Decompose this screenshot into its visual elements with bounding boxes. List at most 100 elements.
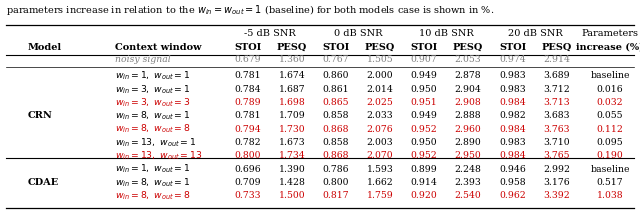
Text: 0.920: 0.920 <box>411 191 437 200</box>
Text: 0.958: 0.958 <box>500 178 526 187</box>
Text: $w_{in}=8,\ w_{out}=8$: $w_{in}=8,\ w_{out}=8$ <box>115 189 191 202</box>
Text: 2.025: 2.025 <box>367 98 394 107</box>
Text: 2.960: 2.960 <box>454 125 481 134</box>
Text: 1.360: 1.360 <box>278 55 305 64</box>
Text: 1.709: 1.709 <box>278 111 305 120</box>
Text: STOI: STOI <box>499 42 527 51</box>
Text: 0.962: 0.962 <box>500 191 526 200</box>
Text: 1.593: 1.593 <box>367 165 394 174</box>
Text: $w_{in}=8,\ w_{out}=1$: $w_{in}=8,\ w_{out}=1$ <box>115 110 191 122</box>
Text: $w_{in}=3,\ w_{out}=1$: $w_{in}=3,\ w_{out}=1$ <box>115 83 191 95</box>
Text: CDAE: CDAE <box>28 178 60 187</box>
Text: 0.858: 0.858 <box>323 138 349 147</box>
Text: 2.540: 2.540 <box>454 191 481 200</box>
Text: 2.393: 2.393 <box>454 178 481 187</box>
Text: $w_{in}=8,\ w_{out}=1$: $w_{in}=8,\ w_{out}=1$ <box>115 176 191 189</box>
Text: PESQ: PESQ <box>365 42 395 51</box>
Text: 0.781: 0.781 <box>235 111 261 120</box>
Text: 0.983: 0.983 <box>500 85 526 94</box>
Text: increase (%): increase (%) <box>576 42 640 51</box>
Text: 0.914: 0.914 <box>411 178 437 187</box>
Text: 0.984: 0.984 <box>500 151 526 160</box>
Text: 0.984: 0.984 <box>500 125 526 134</box>
Text: 0.949: 0.949 <box>411 111 437 120</box>
Text: 0.982: 0.982 <box>500 111 526 120</box>
Text: PESQ: PESQ <box>277 42 307 51</box>
Text: 1.662: 1.662 <box>367 178 394 187</box>
Text: 2.908: 2.908 <box>454 98 481 107</box>
Text: baseline: baseline <box>590 165 630 174</box>
Text: 2.904: 2.904 <box>454 85 481 94</box>
Text: 0.817: 0.817 <box>323 191 349 200</box>
Text: STOI: STOI <box>410 42 438 51</box>
Text: 0.517: 0.517 <box>596 178 623 187</box>
Text: parameters increase in relation to the $w_{in} = w_{out} = 1$ (baseline) for bot: parameters increase in relation to the $… <box>6 3 495 17</box>
Text: 2.003: 2.003 <box>367 138 394 147</box>
Text: $w_{in}=1,\ w_{out}=1$: $w_{in}=1,\ w_{out}=1$ <box>115 70 191 82</box>
Text: 1.428: 1.428 <box>278 178 305 187</box>
Text: 3.710: 3.710 <box>544 138 570 147</box>
Text: PESQ: PESQ <box>542 42 572 51</box>
Text: 0.767: 0.767 <box>323 55 349 64</box>
Text: 2.950: 2.950 <box>454 151 481 160</box>
Text: 0.858: 0.858 <box>323 111 349 120</box>
Text: 0.983: 0.983 <box>500 72 526 81</box>
Text: 3.713: 3.713 <box>544 98 570 107</box>
Text: 20 dB SNR: 20 dB SNR <box>508 29 563 37</box>
Text: $w_{in}=13,\ w_{out}=1$: $w_{in}=13,\ w_{out}=1$ <box>115 136 196 149</box>
Text: 0.974: 0.974 <box>500 55 526 64</box>
Text: 0.950: 0.950 <box>411 138 437 147</box>
Text: 0.800: 0.800 <box>235 151 261 160</box>
Text: 0.794: 0.794 <box>235 125 261 134</box>
Text: Model: Model <box>28 42 62 51</box>
Text: 0 dB SNR: 0 dB SNR <box>333 29 382 37</box>
Text: PESQ: PESQ <box>453 42 483 51</box>
Text: 3.683: 3.683 <box>544 111 570 120</box>
Text: Context window: Context window <box>115 42 202 51</box>
Text: 0.784: 0.784 <box>235 85 261 94</box>
Text: 0.907: 0.907 <box>411 55 437 64</box>
Text: 0.800: 0.800 <box>323 178 349 187</box>
Text: 0.190: 0.190 <box>596 151 623 160</box>
Text: 3.689: 3.689 <box>544 72 570 81</box>
Text: 0.679: 0.679 <box>235 55 261 64</box>
Text: $w_{in}=1,\ w_{out}=1$: $w_{in}=1,\ w_{out}=1$ <box>115 163 191 175</box>
Text: 0.789: 0.789 <box>235 98 261 107</box>
Text: STOI: STOI <box>323 42 349 51</box>
Text: Parameters: Parameters <box>582 29 639 37</box>
Text: 2.070: 2.070 <box>367 151 394 160</box>
Text: 1.687: 1.687 <box>278 85 305 94</box>
Text: 0.952: 0.952 <box>411 151 437 160</box>
Text: $w_{in}=8,\ w_{out}=8$: $w_{in}=8,\ w_{out}=8$ <box>115 123 191 136</box>
Text: $w_{in}=3,\ w_{out}=3$: $w_{in}=3,\ w_{out}=3$ <box>115 96 191 109</box>
Text: 0.032: 0.032 <box>596 98 623 107</box>
Text: 0.865: 0.865 <box>323 98 349 107</box>
Text: 0.786: 0.786 <box>323 165 349 174</box>
Text: 10 dB SNR: 10 dB SNR <box>419 29 474 37</box>
Text: 1.038: 1.038 <box>596 191 623 200</box>
Text: 1.730: 1.730 <box>278 125 305 134</box>
Text: 0.868: 0.868 <box>323 125 349 134</box>
Text: 3.765: 3.765 <box>544 151 570 160</box>
Text: 0.950: 0.950 <box>411 85 437 94</box>
Text: 0.112: 0.112 <box>596 125 623 134</box>
Text: 0.055: 0.055 <box>596 111 623 120</box>
Text: 0.782: 0.782 <box>235 138 261 147</box>
Text: 2.878: 2.878 <box>454 72 481 81</box>
Text: 0.860: 0.860 <box>323 72 349 81</box>
Text: 0.861: 0.861 <box>323 85 349 94</box>
Text: 1.674: 1.674 <box>278 72 305 81</box>
Text: 0.951: 0.951 <box>411 98 437 107</box>
Text: 2.888: 2.888 <box>454 111 481 120</box>
Text: 0.946: 0.946 <box>500 165 526 174</box>
Text: 0.781: 0.781 <box>235 72 261 81</box>
Text: 1.673: 1.673 <box>278 138 305 147</box>
Text: -5 dB SNR: -5 dB SNR <box>244 29 296 37</box>
Text: 0.696: 0.696 <box>235 165 261 174</box>
Text: 2.076: 2.076 <box>367 125 394 134</box>
Text: 2.890: 2.890 <box>454 138 481 147</box>
Text: 0.868: 0.868 <box>323 151 349 160</box>
Text: baseline: baseline <box>590 72 630 81</box>
Text: 1.390: 1.390 <box>278 165 305 174</box>
Text: 1.759: 1.759 <box>367 191 394 200</box>
